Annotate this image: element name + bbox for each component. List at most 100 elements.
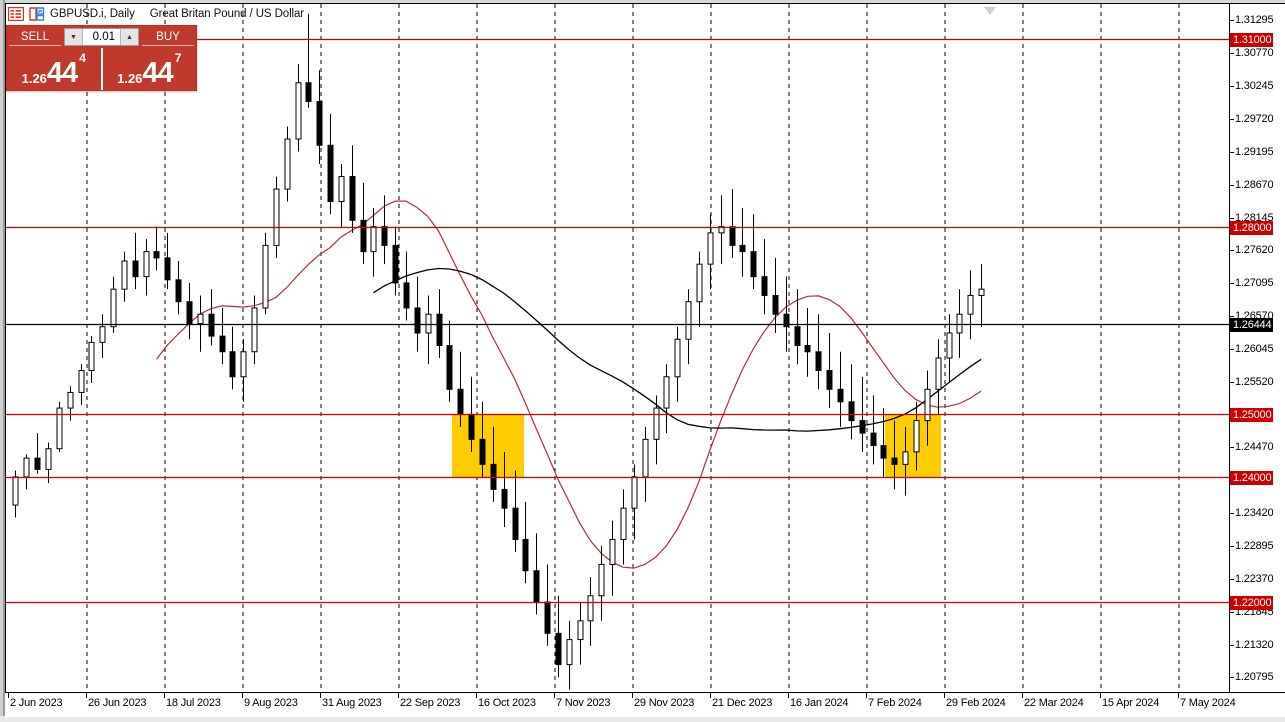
- price-level-badge[interactable]: 1.25000: [1230, 408, 1274, 422]
- chart-symbol-label: GBPUSD.i, Daily: [50, 7, 135, 20]
- date-tick: [632, 693, 633, 698]
- price-tick: [1229, 218, 1234, 219]
- date-tick-label: 22 Mar 2024: [1024, 697, 1084, 709]
- date-tick: [944, 693, 945, 698]
- buy-price-big: 44: [142, 57, 173, 89]
- date-tick: [242, 693, 243, 698]
- date-tick: [1100, 693, 1101, 698]
- price-level-badge[interactable]: 1.22000: [1230, 596, 1274, 610]
- price-axis[interactable]: 1.31295 1.30770 1.30245 1.29720 1.29195 1.286…: [1229, 3, 1285, 693]
- date-tick-label: 7 May 2024: [1180, 697, 1236, 709]
- date-tick: [866, 693, 867, 698]
- date-tick-label: 2 Jun 2023: [10, 697, 63, 709]
- price-tick: [1229, 382, 1234, 383]
- date-tick-label: 16 Jan 2024: [790, 697, 849, 709]
- sell-price-display[interactable]: 1.26 44 4: [7, 48, 101, 90]
- date-tick: [710, 693, 711, 698]
- current-price-badge[interactable]: 1.26444: [1230, 318, 1274, 332]
- price-level-badge[interactable]: 1.31000: [1230, 33, 1274, 47]
- date-tick-label: 15 Apr 2024: [1102, 697, 1160, 709]
- price-tick: [1229, 283, 1234, 284]
- price-tick-label: 1.26045: [1235, 343, 1274, 355]
- volume-decrement-icon[interactable]: ▼: [65, 29, 83, 45]
- one-click-trading-panel[interactable]: GBPUSD.i, Daily Great Britan Pound / US …: [6, 4, 304, 91]
- chart-window-icon[interactable]: [29, 6, 45, 21]
- price-tick-label: 1.22370: [1235, 573, 1274, 585]
- date-axis[interactable]: 2 Jun 2023 26 Jun 2023 18 Jul 2023 9 Aug 20…: [5, 693, 1285, 717]
- date-tick-label: 26 Jun 2023: [88, 697, 147, 709]
- date-tick-label: 22 Sep 2023: [400, 697, 461, 709]
- price-tick-label: 1.29720: [1235, 113, 1274, 125]
- buy-price-display[interactable]: 1.26 44 7: [100, 48, 197, 90]
- window-top-border: [0, 0, 1285, 3]
- date-tick-label: 31 Aug 2023: [322, 697, 382, 709]
- volume-stepper[interactable]: ▼ 0.01 ▲: [64, 28, 139, 46]
- price-tick: [1229, 579, 1234, 580]
- date-tick: [398, 693, 399, 698]
- date-tick: [164, 693, 165, 698]
- date-tick-label: 18 Jul 2023: [166, 697, 221, 709]
- date-tick: [476, 693, 477, 698]
- price-tick: [1229, 20, 1234, 21]
- window-left-border-inner: [3, 0, 5, 722]
- price-tick: [1229, 86, 1234, 87]
- demand-zone-left[interactable]: [452, 414, 524, 477]
- price-tick-label: 1.27620: [1235, 244, 1274, 256]
- price-tick: [1229, 447, 1234, 448]
- price-tick-label: 1.21320: [1235, 639, 1274, 651]
- buy-price-prefix: 1.26: [117, 71, 143, 86]
- window-left-border: [0, 0, 3, 722]
- price-tick: [1229, 513, 1234, 514]
- price-level-badge[interactable]: 1.24000: [1230, 471, 1274, 485]
- one-click-price-row: 1.26 44 4 1.26 44 7: [7, 48, 196, 90]
- price-tick-label: 1.29195: [1235, 146, 1274, 158]
- moving-average-slow-line: [373, 267, 982, 432]
- price-tick: [1229, 119, 1234, 120]
- date-tick-label: 16 Oct 2023: [478, 697, 536, 709]
- date-tick: [788, 693, 789, 698]
- price-tick: [1229, 612, 1234, 613]
- chart-symbol-description: Great Britan Pound / US Dollar: [149, 7, 305, 20]
- price-tick: [1229, 677, 1234, 678]
- price-tick-label: 1.26570: [1235, 310, 1274, 322]
- price-axis-line: [1229, 4, 1230, 692]
- price-tick: [1229, 546, 1234, 547]
- price-tick-label: 1.20795: [1235, 671, 1274, 683]
- moving-average-fast-line: [156, 200, 982, 569]
- sell-price-prefix: 1.26: [21, 71, 47, 86]
- chart-scroll-marker-icon: [984, 7, 996, 15]
- date-tick: [320, 693, 321, 698]
- price-tick-label: 1.30245: [1235, 80, 1274, 92]
- price-tick-label: 1.21845: [1235, 606, 1274, 618]
- date-tick-label: 7 Feb 2024: [868, 697, 922, 709]
- volume-input[interactable]: 0.01: [92, 31, 115, 43]
- one-click-trade-box[interactable]: SELL ▼ 0.01 ▲ BUY 1.26 44 4 1.26 44 7: [6, 25, 197, 91]
- sell-price-fraction: 4: [79, 51, 86, 65]
- price-tick-label: 1.27095: [1235, 277, 1274, 289]
- price-tick-label: 1.22895: [1235, 540, 1274, 552]
- one-click-header-row: SELL ▼ 0.01 ▲ BUY: [7, 26, 196, 48]
- price-tick-label: 1.31295: [1235, 14, 1274, 26]
- price-tick: [1229, 316, 1234, 317]
- date-tick: [1022, 693, 1023, 698]
- date-tick: [8, 693, 9, 698]
- price-tick-label: 1.30770: [1235, 47, 1274, 59]
- market-watch-icon[interactable]: [8, 6, 24, 21]
- chart-plot-area[interactable]: [5, 3, 1229, 693]
- date-tick: [86, 693, 87, 698]
- sell-button[interactable]: SELL: [9, 28, 61, 46]
- candlestick-series: [12, 13, 985, 690]
- price-tick: [1229, 152, 1234, 153]
- date-tick: [554, 693, 555, 698]
- buy-button[interactable]: BUY: [142, 28, 194, 46]
- chart-canvas: [6, 4, 1229, 692]
- price-tick: [1229, 53, 1234, 54]
- price-tick-label: 1.24470: [1235, 441, 1274, 453]
- date-tick-label: 29 Feb 2024: [946, 697, 1006, 709]
- demand-zone-right[interactable]: [885, 414, 941, 477]
- volume-increment-icon[interactable]: ▲: [120, 29, 138, 45]
- price-tick: [1229, 349, 1234, 350]
- price-tick: [1229, 250, 1234, 251]
- price-level-badge[interactable]: 1.28000: [1230, 221, 1274, 235]
